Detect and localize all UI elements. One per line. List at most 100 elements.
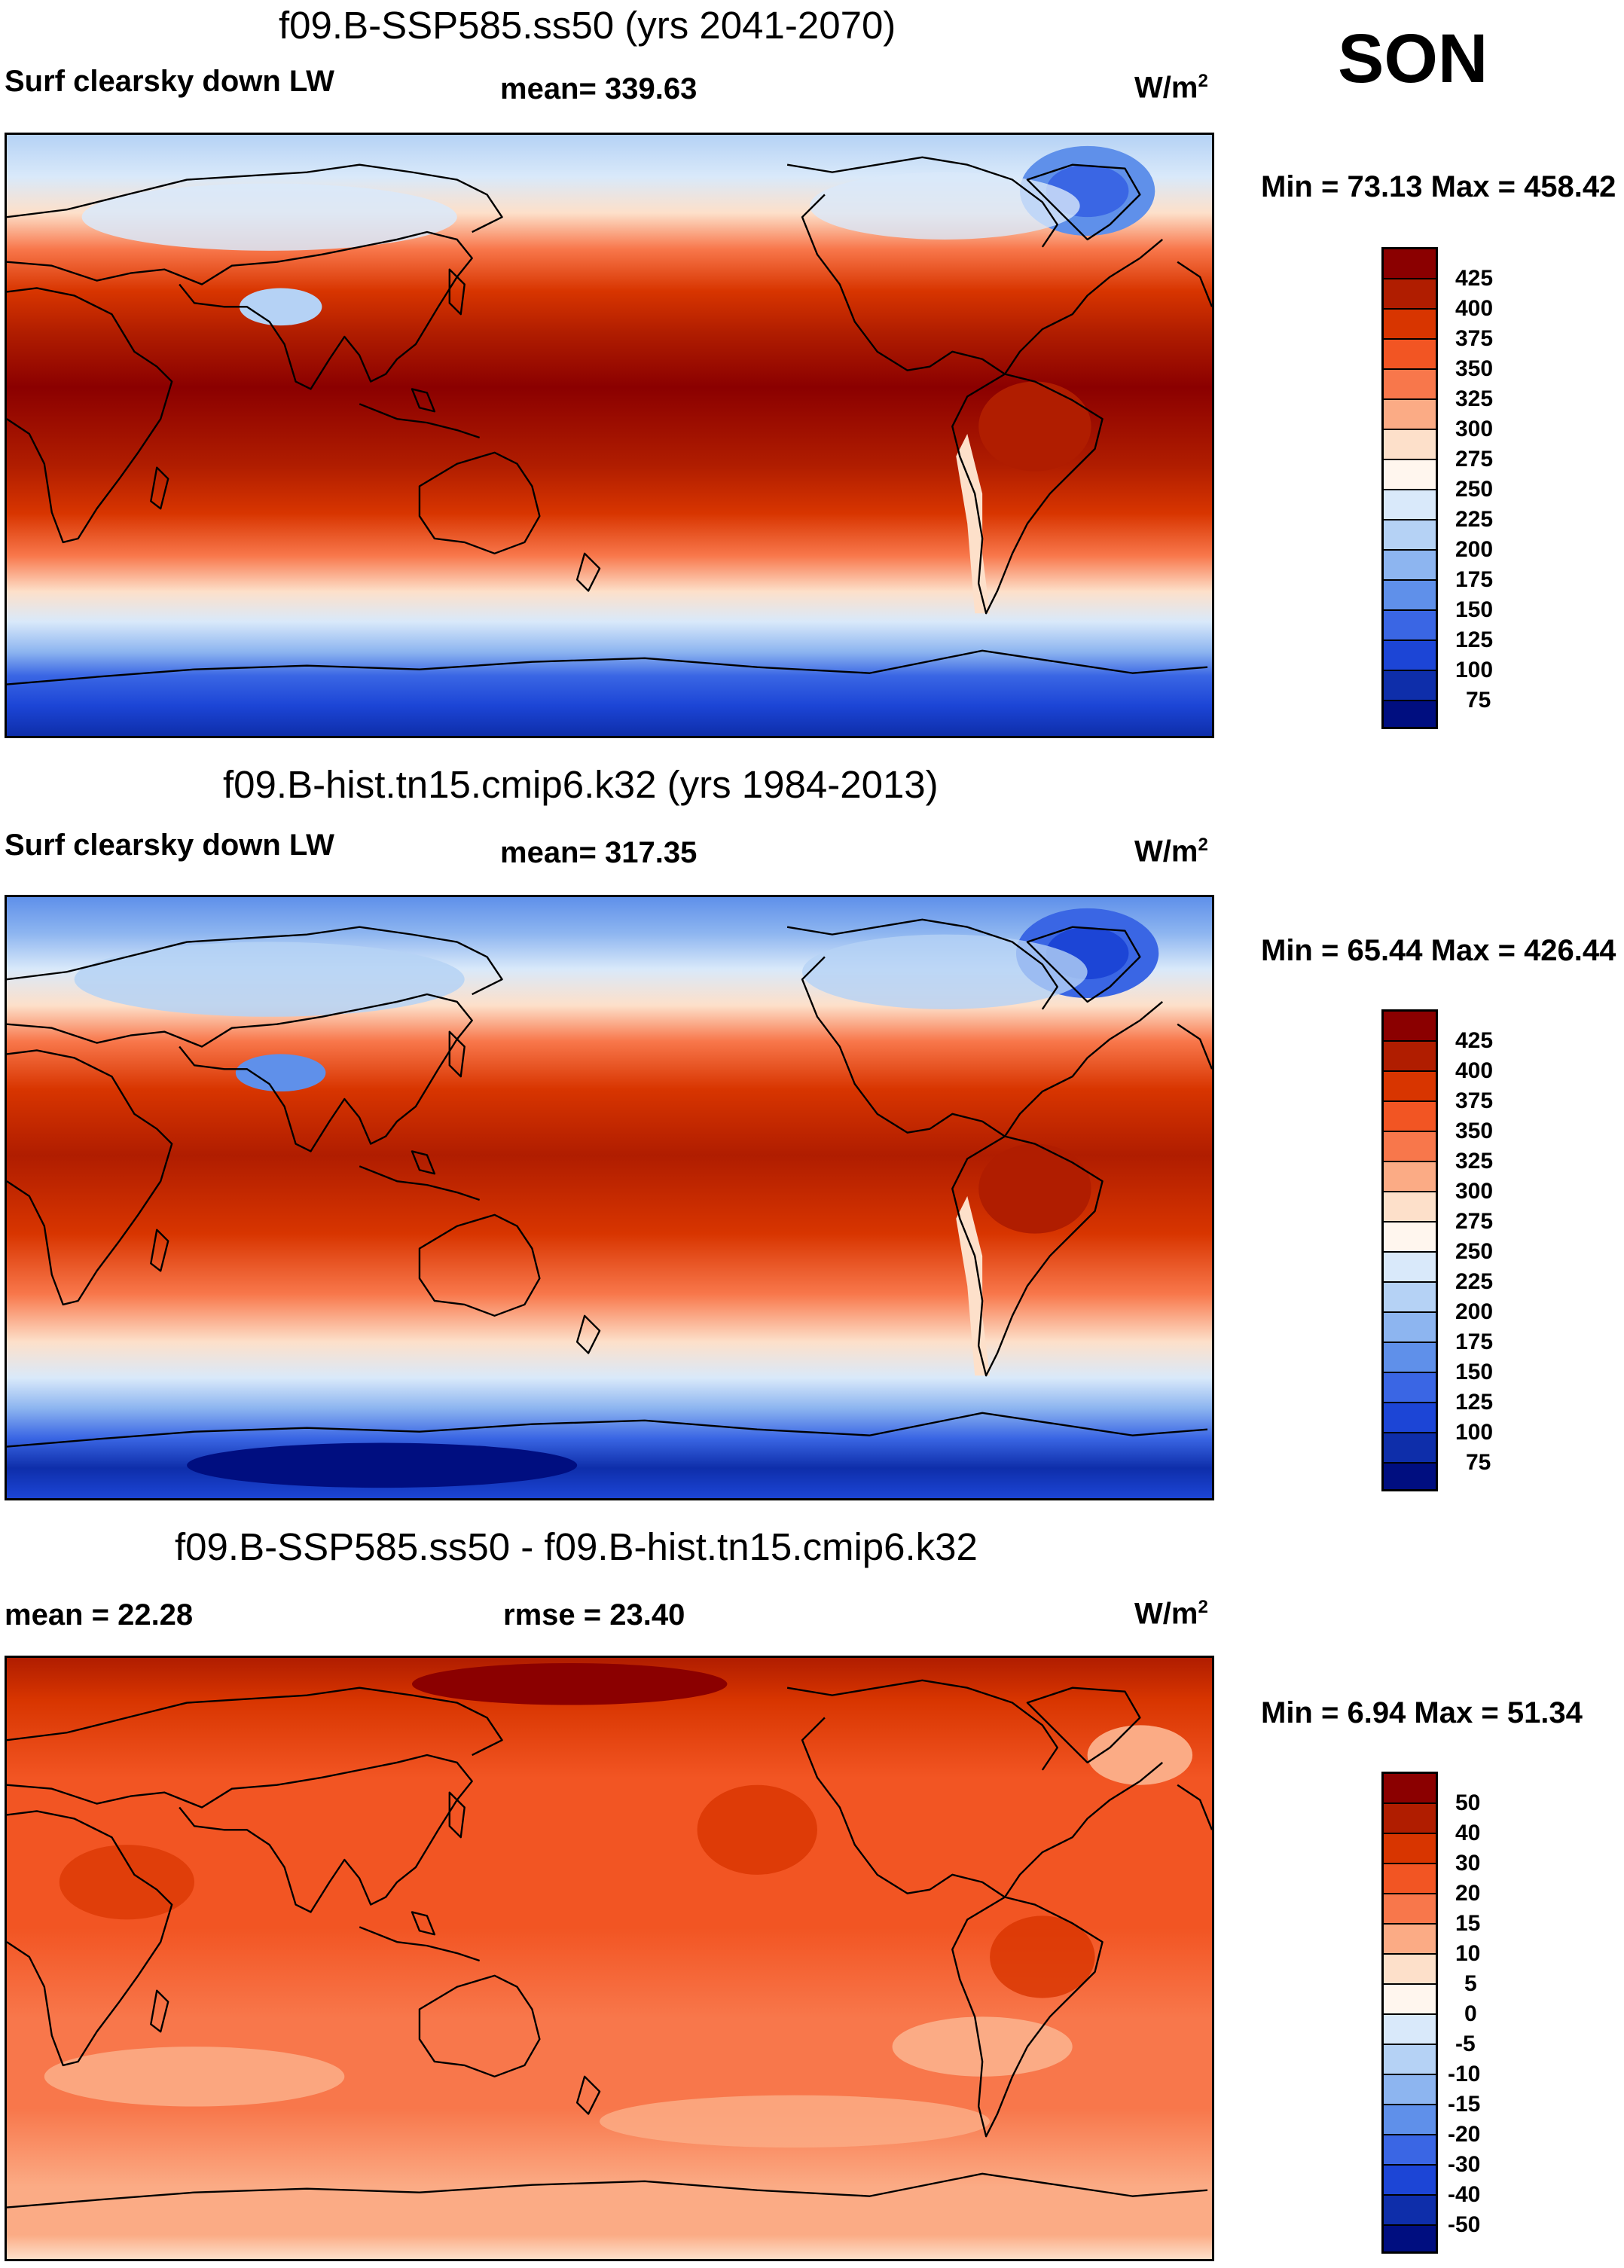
units-exponent: 2 [1198,1597,1208,1617]
colorbar-swatch [1384,1162,1436,1192]
colorbar-bottom [1381,1772,1438,2254]
colorbar-tick: 400 [1455,1058,1494,1083]
colorbar-swatch [1384,1955,1436,1985]
colorbar-swatch [1384,1102,1436,1132]
colorbar-tick: -10 [1448,2062,1481,2086]
colorbar-tick: 150 [1455,597,1494,622]
panel-left-label-top: Surf clearsky down LW [5,65,334,98]
colorbar-tick: 275 [1455,447,1494,472]
units-text: W/m [1134,71,1198,105]
colorbar-swatch [1384,1403,1436,1433]
colorbar-swatch [1384,430,1436,460]
colorbar-swatch [1384,2015,1436,2045]
colorbar-swatch [1384,520,1436,551]
colorbar-swatch [1384,2226,1436,2251]
colorbar-swatch [1384,400,1436,430]
colorbar-tick: -20 [1448,2122,1481,2147]
colorbar-swatch [1384,2105,1436,2135]
colorbar-tick: 225 [1455,1269,1494,1294]
panel-minmax-middle: Min = 65.44 Max = 426.44 [1261,934,1616,967]
colorbar-swatch [1384,671,1436,701]
colorbar-swatch [1384,2166,1436,2196]
colorbar-tick: 75 [1466,1450,1491,1475]
colorbar-tick: 10 [1455,1941,1481,1966]
map-middle [5,895,1214,1500]
panel-title-middle: f09.B-hist.tn15.cmip6.k32 (yrs 1984-2013… [223,763,939,806]
colorbar-swatch [1384,1132,1436,1162]
colorbar-top [1381,247,1438,729]
colorbar-tick: 15 [1455,1911,1481,1936]
colorbar-tick: 400 [1455,296,1494,321]
colorbar-tick: 350 [1455,1119,1494,1143]
units-exponent: 2 [1198,71,1208,91]
colorbar-swatch [1384,279,1436,310]
colorbar-tick: 425 [1455,266,1494,291]
colorbar-tick: 100 [1455,658,1494,682]
colorbar-swatch [1384,249,1436,279]
panel-title-top: f09.B-SSP585.ss50 (yrs 2041-2070) [279,4,896,47]
colorbar-tick: 325 [1455,1149,1494,1174]
panel-units-middle: W/m2 [1134,835,1208,868]
panel-units-top: W/m2 [1134,71,1208,105]
colorbar-tick: 20 [1455,1881,1481,1906]
colorbar-swatch [1384,1834,1436,1864]
colorbar-tick: 125 [1455,1390,1494,1415]
colorbar-tick: 250 [1455,477,1494,502]
colorbar-tick: 300 [1455,417,1494,441]
colorbar-swatch [1384,1774,1436,1804]
colorbar-tick: 125 [1455,627,1494,652]
colorbar-tick: -50 [1448,2212,1481,2237]
colorbar-swatch [1384,460,1436,490]
colorbar-tick: 275 [1455,1209,1494,1234]
panel-rmse-bottom: rmse = 23.40 [503,1598,685,1632]
colorbar-swatch [1384,2196,1436,2226]
colorbar-swatch [1384,1343,1436,1373]
colorbar-swatch [1384,340,1436,370]
units-exponent: 2 [1198,835,1208,855]
colorbar-tick: 50 [1455,1790,1481,1815]
colorbar-tick: -30 [1448,2152,1481,2177]
colorbar-tick: 250 [1455,1239,1494,1264]
colorbar-tick: 150 [1455,1360,1494,1384]
colorbar-swatch [1384,490,1436,520]
colorbar-tick: -15 [1448,2092,1481,2117]
colorbar-tick: 300 [1455,1179,1494,1204]
colorbar-swatch [1384,1464,1436,1489]
units-text: W/m [1134,1597,1198,1631]
panel-left-label-middle: Surf clearsky down LW [5,829,334,862]
panel-minmax-top: Min = 73.13 Max = 458.42 [1261,170,1616,203]
colorbar-tick: 350 [1455,356,1494,381]
colorbar-tick: 100 [1455,1420,1494,1445]
colorbar-swatch [1384,1433,1436,1464]
colorbar-swatch [1384,2075,1436,2105]
colorbar-swatch [1384,1864,1436,1894]
colorbar-swatch [1384,1012,1436,1042]
colorbar-swatch [1384,1804,1436,1834]
season-label: SON [1338,20,1488,97]
colorbar-swatch [1384,1985,1436,2015]
colorbar-tick: 30 [1455,1851,1481,1876]
colorbar-tick: 175 [1455,567,1494,592]
colorbar-middle [1381,1009,1438,1491]
colorbar-tick: -40 [1448,2182,1481,2207]
colorbar-swatch [1384,551,1436,581]
colorbar-swatch [1384,1192,1436,1223]
colorbar-tick: 375 [1455,1088,1494,1113]
colorbar-tick: 425 [1455,1028,1494,1053]
panel-title-bottom: f09.B-SSP585.ss50 - f09.B-hist.tn15.cmip… [175,1525,978,1568]
colorbar-tick: 0 [1464,2001,1477,2026]
colorbar-swatch [1384,1925,1436,1955]
colorbar-tick: 325 [1455,386,1494,411]
colorbar-tick: 175 [1455,1329,1494,1354]
colorbar-swatch [1384,2135,1436,2166]
colorbar-swatch [1384,581,1436,611]
colorbar-tick: 200 [1455,537,1494,562]
colorbar-swatch [1384,2045,1436,2075]
panel-mean-top: mean= 339.63 [500,72,698,105]
colorbar-swatch [1384,1283,1436,1313]
colorbar-swatch [1384,1042,1436,1072]
colorbar-swatch [1384,1313,1436,1343]
colorbar-swatch [1384,611,1436,641]
colorbar-swatch [1384,370,1436,400]
colorbar-swatch [1384,1373,1436,1403]
